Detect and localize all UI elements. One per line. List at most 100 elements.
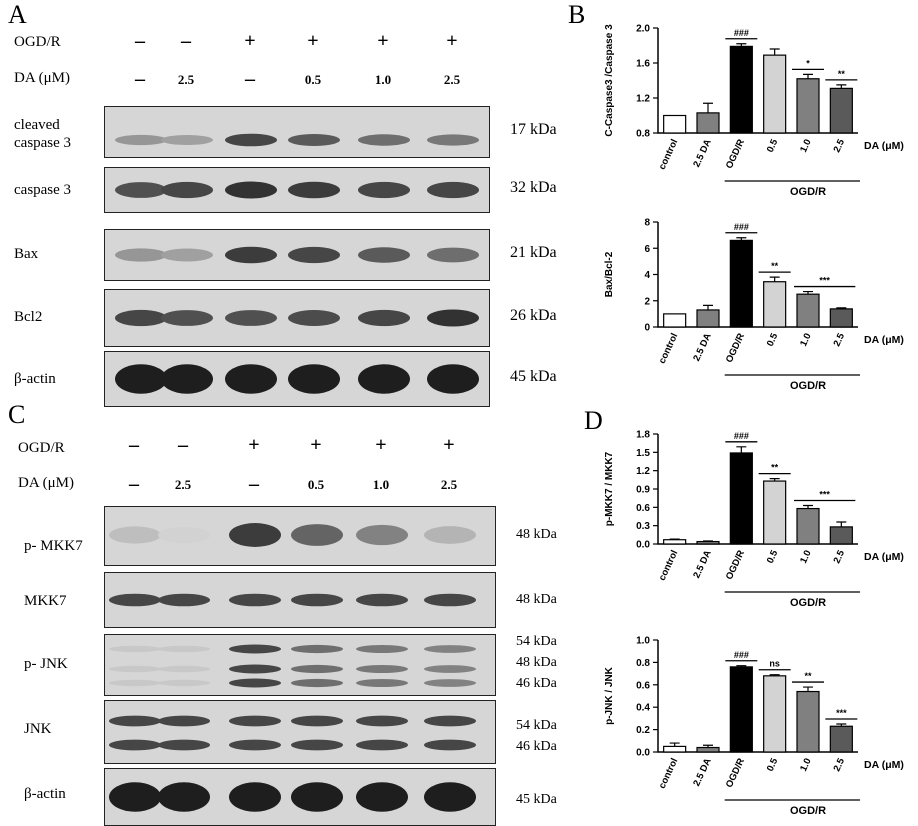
x-tick-label: 0.5 (765, 137, 781, 154)
dose-unit-label: DA (μM) (864, 334, 904, 346)
blot-band (109, 679, 161, 687)
blot-band (115, 364, 167, 394)
ogdr-label-a: OGD/R (14, 34, 61, 50)
blot-band (229, 782, 281, 812)
bar (696, 112, 720, 134)
y-tick-label: 0.0 (636, 748, 650, 759)
blot-band (356, 645, 408, 653)
chart-pmkk7-mkk7: p-MKK7 / MKK7 0.0 0.3 0.6 0.9 1.2 1.5 1.8 contro… (604, 430, 904, 610)
blot-background (105, 701, 495, 763)
error-bar (703, 540, 713, 542)
blot-band (424, 665, 476, 673)
a-da-dose: 2.5 (443, 72, 461, 87)
c-ogdr-sign: + (443, 434, 455, 456)
blot-band (161, 364, 213, 394)
bar (729, 666, 753, 753)
chart-ylabel: p-JNK / JNK (604, 666, 615, 725)
x-tick-label: 1.0 (798, 332, 814, 349)
x-tick-label: control (657, 757, 681, 791)
blot-band (291, 644, 343, 654)
da-label-c: DA (μM) (18, 475, 74, 491)
blot-band (356, 524, 408, 546)
blot-band (288, 364, 340, 394)
error-bar (669, 742, 680, 747)
bar (663, 114, 687, 134)
y-tick-label: 0.9 (636, 485, 650, 496)
blot-image (104, 572, 496, 628)
blot-band (229, 678, 281, 688)
panel-letter-d: D (584, 406, 603, 435)
significance-mark: ### (734, 650, 749, 660)
bar (796, 507, 820, 545)
y-tick-label: 0.8 (636, 129, 650, 140)
blot-band (288, 246, 340, 264)
blot-band (229, 715, 281, 727)
x-tick-label: OGD/R (724, 137, 747, 170)
bar (663, 313, 687, 328)
significance-mark: ** (771, 463, 779, 473)
molecular-weight-label: 48 kDa (516, 655, 557, 670)
bar (829, 526, 853, 545)
error-bar (769, 674, 780, 676)
bar (729, 45, 753, 134)
bar (663, 745, 687, 753)
group-label: OGD/R (790, 805, 826, 817)
blot-label: caspase 3 (14, 182, 72, 198)
a-ogdr-sign: – (181, 30, 191, 52)
error-bar (736, 446, 747, 453)
blot-band (158, 665, 210, 673)
significance-mark: ### (734, 222, 749, 232)
blot-band (288, 181, 340, 199)
chart-axes (657, 222, 858, 328)
blot-label: MKK7 (24, 593, 67, 609)
blot-label: p- JNK (24, 656, 68, 672)
y-tick-label: 0.8 (636, 658, 650, 669)
y-tick-label: 0.2 (636, 725, 650, 736)
blot-band (358, 247, 410, 263)
molecular-weight-label: 17 kDa (510, 121, 557, 138)
blot-background (105, 107, 489, 157)
blot-band (424, 715, 476, 727)
blot-image (104, 634, 496, 696)
blot-band (158, 593, 210, 607)
chart-ylabel: C-Caspase3 /Caspase 3 (604, 24, 615, 137)
blot-band (229, 644, 281, 654)
blot-label: β-actin (24, 786, 66, 802)
blot-band (427, 247, 479, 263)
bar (763, 480, 787, 545)
a-da-dose: – (135, 68, 145, 90)
y-tick-label: 1.2 (636, 94, 650, 105)
blot-band (427, 364, 479, 394)
group-label: OGD/R (790, 380, 826, 392)
x-tick-label: control (657, 332, 681, 366)
y-tick-label: 0.4 (636, 703, 650, 714)
bar (829, 725, 853, 753)
significance-mark: ns (769, 659, 780, 669)
x-tick-label: 2.5 (831, 548, 847, 565)
a-ogdr-sign: + (377, 30, 389, 52)
blot-band (356, 665, 408, 673)
x-tick-label: 0.5 (765, 756, 781, 773)
blot-band (109, 645, 161, 653)
chart-pjnk-jnk: p-JNK / JNK 0.0 0.2 0.4 0.6 0.8 1.0 control 2.5 … (604, 636, 904, 818)
bar (829, 87, 853, 134)
error-bar (803, 686, 813, 692)
blot-label: JNK (24, 721, 52, 737)
error-bar (669, 538, 680, 540)
molecular-weight-label: 54 kDa (516, 634, 557, 649)
error-bar (836, 521, 847, 527)
bar (729, 452, 753, 545)
group-label: OGD/R (790, 597, 826, 609)
bar (763, 281, 787, 328)
blot-image (104, 289, 490, 347)
blot-image (104, 106, 490, 158)
molecular-weight-label: 26 kDa (510, 307, 557, 324)
blot-band (229, 523, 281, 547)
blot-band (158, 782, 210, 812)
molecular-weight-label: 48 kDa (516, 592, 557, 607)
y-tick-label: 1.6 (636, 59, 650, 70)
bar (696, 746, 720, 753)
blot-band (115, 309, 167, 327)
dose-unit-label: DA (μM) (864, 759, 904, 771)
y-tick-label: 2.0 (636, 24, 650, 35)
